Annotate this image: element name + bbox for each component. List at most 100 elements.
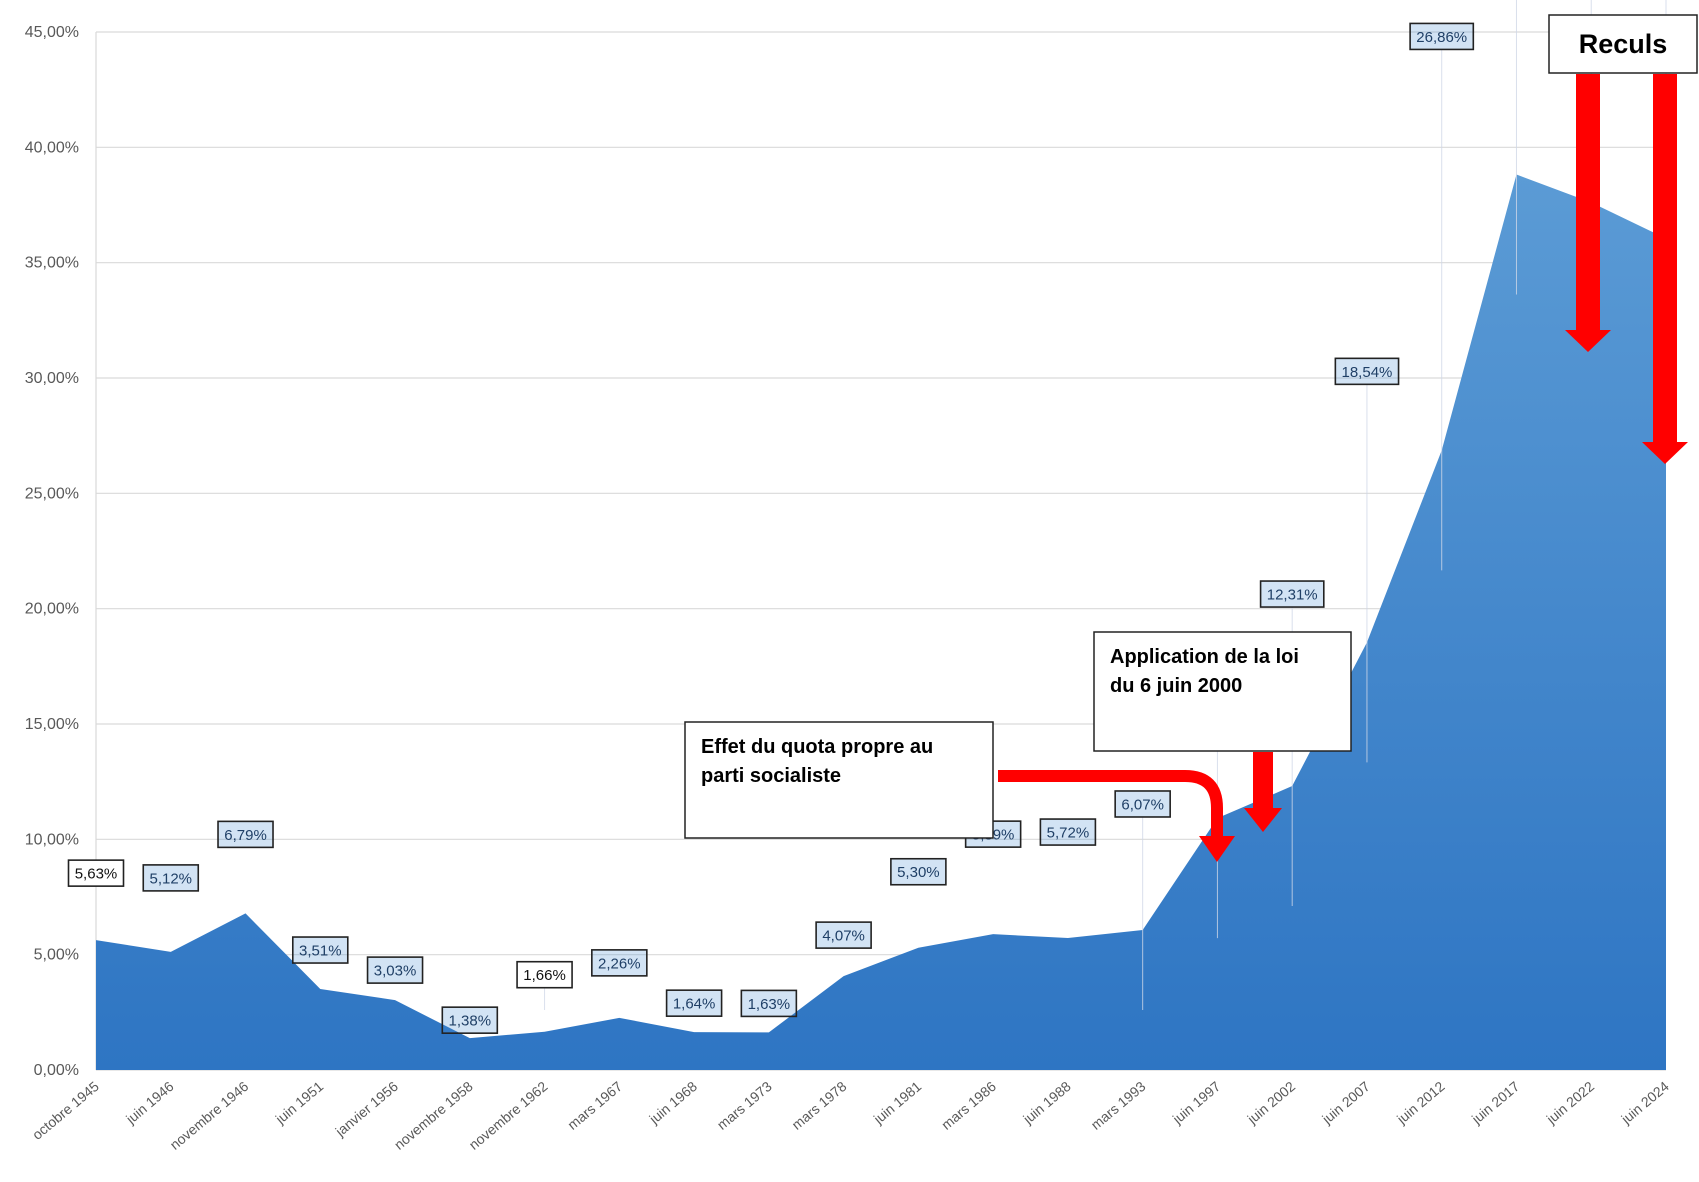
data-label: 6,07%: [1114, 790, 1171, 818]
x-tick-label: mars 1973: [714, 1078, 775, 1133]
quota-text-line2: parti socialiste: [701, 765, 841, 787]
data-label-box: [1409, 22, 1475, 51]
x-tick-label: novembre 1946: [167, 1078, 252, 1153]
loi-arrow: [1244, 752, 1282, 832]
data-label: 5,12%: [142, 864, 200, 892]
loi-annotation: Application de la loi du 6 juin 2000: [1093, 631, 1352, 752]
data-label: 3,51%: [291, 936, 349, 964]
data-label-text: 3,03%: [374, 963, 417, 980]
reculs-box: [1548, 14, 1698, 74]
quota-annotation: Effet du quota propre au parti socialist…: [684, 721, 994, 839]
data-label: 5,72%: [1039, 818, 1097, 846]
data-label-text: 4,07%: [822, 928, 865, 945]
data-label-text: 1,38%: [449, 1013, 492, 1030]
data-label-box: [665, 989, 723, 1017]
data-label: 26,86%: [1409, 22, 1475, 51]
quota-arrow: [998, 770, 1235, 862]
data-label-text: 1,63%: [748, 996, 791, 1013]
reculs-arrow-right: [1642, 74, 1688, 464]
x-tick-label: juin 1988: [1019, 1078, 1074, 1128]
quota-text-line1: Effet du quota propre au: [701, 736, 933, 758]
data-label-text: 26,86%: [1416, 29, 1467, 46]
y-tick-label: 15,00%: [25, 716, 79, 733]
data-label: 5,30%: [890, 857, 947, 886]
data-label: 1,38%: [441, 1006, 499, 1034]
data-label: 1,66%: [516, 960, 573, 989]
x-tick-label: novembre 1962: [466, 1078, 551, 1153]
y-tick-label: 35,00%: [25, 255, 79, 272]
loi-text-line2: du 6 juin 2000: [1110, 675, 1242, 697]
data-label: 3,03%: [366, 956, 424, 984]
data-label: 5,63%: [67, 859, 125, 887]
data-label: 12,31%: [1259, 580, 1325, 608]
y-tick-label: 0,00%: [34, 1062, 79, 1079]
data-label-box: [890, 857, 947, 886]
data-label-box: [591, 949, 648, 977]
reculs-arrow-left: [1565, 74, 1611, 352]
x-tick-label: mars 1986: [938, 1078, 999, 1133]
y-tick-label: 30,00%: [25, 370, 79, 387]
x-tick-label: juin 1997: [1169, 1078, 1224, 1128]
x-tick-label: mars 1978: [789, 1078, 850, 1133]
quota-box: [684, 721, 994, 839]
x-tick-label: juin 1946: [122, 1078, 177, 1128]
data-label-text: 2,26%: [598, 955, 641, 972]
data-label-box: [441, 1006, 499, 1034]
data-label-text: 12,31%: [1267, 587, 1318, 604]
x-tick-label: juin 1968: [645, 1078, 700, 1128]
data-label: 6,79%: [217, 820, 274, 849]
x-tick-label: mars 1967: [564, 1078, 625, 1133]
data-label-text: 5,12%: [149, 870, 192, 887]
gridlines: [95, 31, 1666, 1071]
data-label-text: 18,54%: [1342, 364, 1393, 381]
x-tick-label: juin 1981: [870, 1078, 925, 1128]
loi-text-line1: Application de la loi: [1110, 646, 1299, 668]
data-label-box: [67, 859, 125, 887]
y-tick-label: 5,00%: [34, 947, 79, 964]
data-label-text: 6,79%: [224, 827, 267, 844]
data-label-text: 5,72%: [1047, 825, 1090, 842]
y-tick-label: 20,00%: [25, 601, 79, 618]
data-label: 18,54%: [1334, 357, 1400, 386]
data-label: 1,63%: [740, 989, 798, 1018]
x-tick-label: octobre 1945: [29, 1078, 102, 1143]
y-tick-label: 10,00%: [25, 831, 79, 848]
data-label-text: 5,63%: [75, 866, 118, 883]
data-label-text: 3,51%: [299, 943, 342, 960]
data-label-box: [815, 921, 872, 949]
data-label-box: [740, 989, 798, 1018]
reculs-text: Reculs: [1579, 29, 1668, 59]
y-axis: 0,00% 5,00% 10,00% 15,00% 20,00% 25,00% 30,00%…: [25, 24, 79, 1079]
x-tick-label: juin 2024: [1617, 1078, 1672, 1128]
x-tick-label: juin 2017: [1468, 1078, 1523, 1128]
data-label-text: 1,64%: [673, 996, 716, 1013]
data-label-box: [1114, 790, 1171, 818]
data-label-text: 1,66%: [523, 967, 566, 984]
data-label-box: [1334, 357, 1400, 386]
reculs-annotation: Reculs: [1548, 14, 1698, 74]
data-label: 4,07%: [815, 921, 872, 949]
area-fill: [96, 174, 1666, 1070]
data-label-box: [1039, 818, 1097, 846]
loi-box: [1093, 631, 1352, 752]
y-tick-label: 25,00%: [25, 485, 79, 502]
area-series: [95, 174, 1667, 1070]
data-label-box: [366, 956, 424, 984]
data-label-box: [1259, 580, 1325, 608]
x-tick-label: juin 1951: [272, 1078, 327, 1128]
x-tick-label: novembre 1958: [391, 1078, 476, 1153]
x-tick-label: juin 2002: [1244, 1078, 1299, 1128]
data-label: 2,26%: [591, 949, 648, 977]
x-tick-label: juin 2007: [1318, 1078, 1373, 1128]
y-tick-label: 40,00%: [25, 139, 79, 156]
x-tick-label: janvier 1956: [331, 1078, 401, 1140]
data-label-box: [217, 820, 274, 849]
y-tick-label: 45,00%: [25, 24, 79, 41]
data-label-box: [291, 936, 349, 964]
data-label-text: 5,30%: [897, 864, 940, 881]
data-label-box: [142, 864, 200, 892]
data-label-text: 6,07%: [1121, 796, 1164, 813]
x-tick-label: juin 2022: [1543, 1078, 1598, 1128]
